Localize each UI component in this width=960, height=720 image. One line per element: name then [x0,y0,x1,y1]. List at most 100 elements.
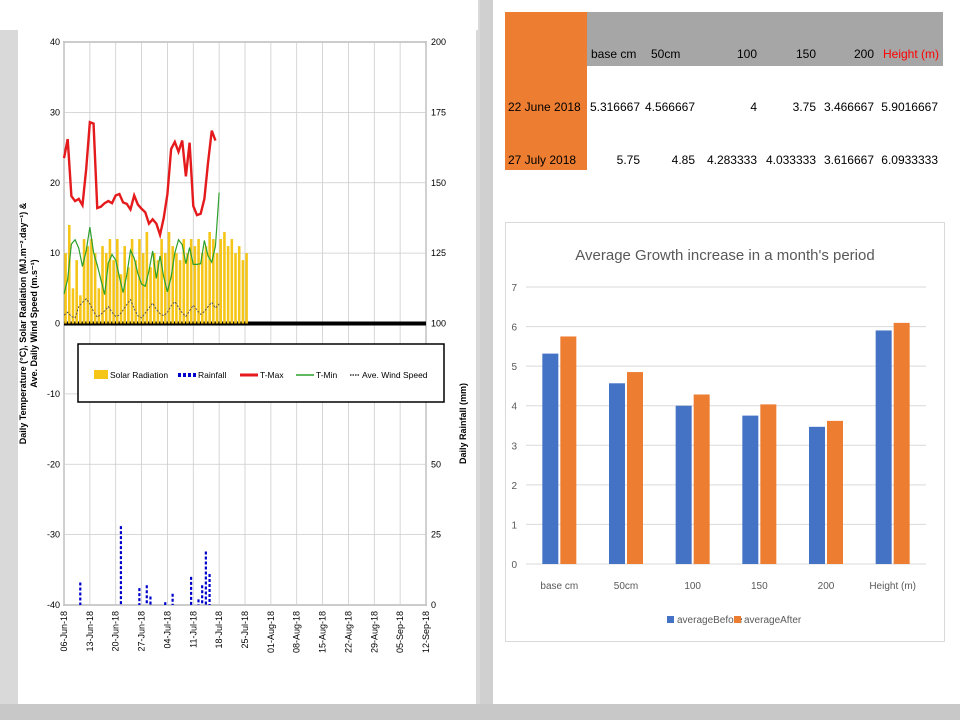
y2-tick-label: 100 [431,319,446,329]
growth-chart-title: Average Growth increase in a month's per… [575,247,874,264]
legend-swatch [734,616,741,623]
solar-radiation-bar [156,260,160,324]
legend-label: averageAfter [744,615,802,626]
y-axis-title-line1: Daily Temperature (°C), Solar Radiation … [18,202,28,444]
table-row2-200: 3.616667 [823,153,874,167]
divider-strip [480,0,493,720]
table-row1-150: 3.75 [792,100,816,114]
solar-radiation-bar [141,253,145,324]
x-tick-label: 15-Aug-18 [318,611,328,653]
y2-axis-title: Daily Rainfall (mm) [458,383,468,464]
legend-box [77,343,445,403]
solar-radiation-bar [234,253,237,324]
x-tick-label: 04-Jul-18 [162,611,172,649]
solar-radiation-bar [116,239,119,324]
y2-tick-label: 25 [431,530,441,540]
solar-radiation-bar [241,260,245,324]
table-row1-label: 22 June 2018 [508,100,581,114]
solar-radiation-bar [219,239,223,324]
bar-averageAfter [627,372,643,564]
solar-radiation-bar [182,239,186,324]
bar-averageBefore [609,383,625,564]
x-tick-label: 11-Jul-18 [188,611,198,648]
solar-radiation-bar [223,232,226,324]
y-tick-label: -10 [47,389,60,399]
y2-tick-label: 175 [431,107,446,117]
y-tick-label: 0 [55,319,60,329]
table-row2-50cm: 4.85 [671,153,695,167]
x-tick-label: 27-Jun-18 [137,611,147,652]
y-tick-label: 20 [50,178,60,188]
solar-radiation-bar [230,239,234,324]
legend-swatch [667,616,674,623]
x-tick-label: 06-Jun-18 [59,611,69,652]
solar-radiation-bar [215,253,219,324]
y-tick-label: 30 [50,107,60,117]
solar-radiation-bar [71,288,75,324]
y2-tick-label: 0 [431,600,436,610]
growth-chart: Average Growth increase in a month's per… [511,247,926,626]
solar-radiation-bar [130,239,134,324]
table-row2-100: 4.283333 [706,153,757,167]
weather-chart: 06-Jun-18 13-Jun-18 20-Jun-18 27-Jun-18 04-J… [18,37,468,653]
table-header-height: Height (m) [883,47,940,61]
y-tick-label: 1 [511,520,517,531]
solar-radiation-bar [90,239,93,324]
x-tick-label: 12-Sep-18 [421,611,431,653]
x-tick-label: 22-Aug-18 [343,611,353,653]
solar-radiation-bar [204,246,208,324]
y-axis-title-line2: Ave. Daily Wind Speed (m.s⁻¹) [29,259,39,387]
y-tick-label: 5 [511,362,517,373]
solar-radiation-bar [67,224,71,324]
solar-radiation-bar [200,253,204,324]
x-tick-label: Height (m) [869,581,916,592]
bar-averageAfter [693,394,710,564]
table-row2-base: 5.75 [616,153,640,167]
y-tick-label: -40 [47,600,60,610]
x-tick-label: 08-Aug-18 [292,611,302,653]
growth-chart-panel: Average Growth increase in a month's per… [505,222,945,642]
x-tick-label: 50cm [614,581,638,592]
solar-radiation-bar [127,267,130,324]
solar-radiation-bar [149,267,152,324]
solar-radiation-bar [93,253,97,324]
y-tick-label: 3 [511,441,517,452]
solar-radiation-bar [160,239,163,324]
solar-radiation-bar [104,253,108,324]
x-tick-label: 20-Jun-18 [111,611,121,652]
solar-radiation-bar [167,232,171,324]
y-tick-label: 7 [511,283,517,294]
table-header-base: base cm [591,47,637,61]
solar-radiation-bar [226,246,230,324]
x-tick-label: 18-Jul-18 [214,611,224,649]
y-tick-label: 0 [511,560,517,571]
x-tick-label: 29-Aug-18 [369,611,379,653]
table-label-column-bg [505,12,587,170]
t-max-line [62,120,217,240]
x-tick-label: 01-Aug-18 [266,611,276,653]
bar-averageAfter [760,404,777,564]
bar-averageAfter [827,420,843,564]
growth-table: base cm 50cm 100 150 200 Height (m) 22 J… [505,12,943,172]
legend-label: Rainfall [198,370,226,380]
bottom-strip [0,704,960,720]
table-row1-height: 5.9016667 [881,100,938,114]
legend-swatch-solar [94,370,108,379]
table-header-100: 100 [736,47,757,61]
table-row2-150: 4.033333 [765,153,816,167]
left-figure-top-margin [0,0,478,30]
solar-radiation-bar [112,260,115,324]
y-tick-label: 40 [50,37,60,47]
bar-averageAfter [893,322,910,564]
legend: Solar Radiation Rainfall T-Max T-Min Ave. Wi… [77,343,445,403]
solar-radiation-bar [197,239,200,324]
solar-radiation-bar [86,246,90,324]
solar-radiation-bar [108,239,112,324]
solar-radiation-bar [245,253,248,324]
legend-label: T-Max [260,370,284,380]
bar-averageBefore [875,330,892,564]
solar-radiation-bar [97,288,101,324]
solar-radiation-bar [119,274,123,324]
table-header-bg [587,12,943,66]
bar-averageBefore [675,405,692,564]
